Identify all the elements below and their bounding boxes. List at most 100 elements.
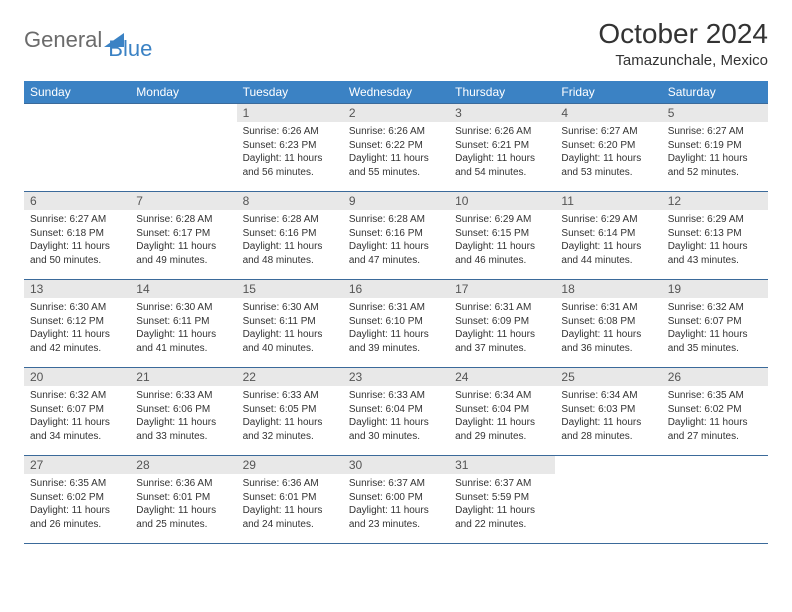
sunrise-text: Sunrise: 6:34 AM: [455, 389, 549, 403]
calendar-day-cell: 29Sunrise: 6:36 AMSunset: 6:01 PMDayligh…: [237, 456, 343, 544]
sunset-text: Sunset: 6:01 PM: [136, 491, 230, 505]
calendar-day-cell: 12Sunrise: 6:29 AMSunset: 6:13 PMDayligh…: [662, 192, 768, 280]
day-number: 16: [343, 280, 449, 298]
sunset-text: Sunset: 6:06 PM: [136, 403, 230, 417]
sunrise-text: Sunrise: 6:27 AM: [30, 213, 124, 227]
daylight-text: Daylight: 11 hours and 29 minutes.: [455, 416, 549, 443]
daylight-text: Daylight: 11 hours and 42 minutes.: [30, 328, 124, 355]
sunset-text: Sunset: 6:03 PM: [561, 403, 655, 417]
weekday-header-row: Sunday Monday Tuesday Wednesday Thursday…: [24, 81, 768, 104]
daylight-text: Daylight: 11 hours and 34 minutes.: [30, 416, 124, 443]
day-details: Sunrise: 6:30 AMSunset: 6:11 PMDaylight:…: [237, 298, 343, 358]
day-number: 5: [662, 104, 768, 122]
sunrise-text: Sunrise: 6:36 AM: [136, 477, 230, 491]
calendar-day-cell: [24, 104, 130, 192]
day-details: Sunrise: 6:35 AMSunset: 6:02 PMDaylight:…: [662, 386, 768, 446]
calendar-day-cell: 27Sunrise: 6:35 AMSunset: 6:02 PMDayligh…: [24, 456, 130, 544]
day-details: Sunrise: 6:37 AMSunset: 6:00 PMDaylight:…: [343, 474, 449, 534]
daylight-text: Daylight: 11 hours and 26 minutes.: [30, 504, 124, 531]
day-details: Sunrise: 6:34 AMSunset: 6:03 PMDaylight:…: [555, 386, 661, 446]
calendar-day-cell: 20Sunrise: 6:32 AMSunset: 6:07 PMDayligh…: [24, 368, 130, 456]
sunrise-text: Sunrise: 6:34 AM: [561, 389, 655, 403]
day-details: Sunrise: 6:34 AMSunset: 6:04 PMDaylight:…: [449, 386, 555, 446]
day-details: Sunrise: 6:30 AMSunset: 6:12 PMDaylight:…: [24, 298, 130, 358]
weekday-header: Monday: [130, 81, 236, 104]
sunrise-text: Sunrise: 6:35 AM: [668, 389, 762, 403]
day-number: 14: [130, 280, 236, 298]
logo-text-blue: Blue: [108, 36, 152, 62]
day-number: 15: [237, 280, 343, 298]
sunset-text: Sunset: 5:59 PM: [455, 491, 549, 505]
sunrise-text: Sunrise: 6:35 AM: [30, 477, 124, 491]
daylight-text: Daylight: 11 hours and 32 minutes.: [243, 416, 337, 443]
sunset-text: Sunset: 6:07 PM: [30, 403, 124, 417]
daylight-text: Daylight: 11 hours and 28 minutes.: [561, 416, 655, 443]
sunrise-text: Sunrise: 6:30 AM: [136, 301, 230, 315]
day-details: Sunrise: 6:31 AMSunset: 6:10 PMDaylight:…: [343, 298, 449, 358]
sunrise-text: Sunrise: 6:29 AM: [668, 213, 762, 227]
sunset-text: Sunset: 6:09 PM: [455, 315, 549, 329]
calendar-day-cell: 4Sunrise: 6:27 AMSunset: 6:20 PMDaylight…: [555, 104, 661, 192]
calendar-week-row: 13Sunrise: 6:30 AMSunset: 6:12 PMDayligh…: [24, 280, 768, 368]
sunset-text: Sunset: 6:11 PM: [243, 315, 337, 329]
sunrise-text: Sunrise: 6:37 AM: [455, 477, 549, 491]
day-details: Sunrise: 6:33 AMSunset: 6:04 PMDaylight:…: [343, 386, 449, 446]
day-details: Sunrise: 6:26 AMSunset: 6:23 PMDaylight:…: [237, 122, 343, 182]
day-number: 28: [130, 456, 236, 474]
day-details: Sunrise: 6:29 AMSunset: 6:14 PMDaylight:…: [555, 210, 661, 270]
sunset-text: Sunset: 6:18 PM: [30, 227, 124, 241]
calendar-day-cell: 22Sunrise: 6:33 AMSunset: 6:05 PMDayligh…: [237, 368, 343, 456]
sunset-text: Sunset: 6:04 PM: [455, 403, 549, 417]
day-number: 17: [449, 280, 555, 298]
sunrise-text: Sunrise: 6:29 AM: [455, 213, 549, 227]
sunset-text: Sunset: 6:21 PM: [455, 139, 549, 153]
daylight-text: Daylight: 11 hours and 22 minutes.: [455, 504, 549, 531]
sunrise-text: Sunrise: 6:27 AM: [668, 125, 762, 139]
weekday-header: Thursday: [449, 81, 555, 104]
daylight-text: Daylight: 11 hours and 54 minutes.: [455, 152, 549, 179]
sunrise-text: Sunrise: 6:28 AM: [136, 213, 230, 227]
sunrise-text: Sunrise: 6:28 AM: [349, 213, 443, 227]
daylight-text: Daylight: 11 hours and 43 minutes.: [668, 240, 762, 267]
day-number: 12: [662, 192, 768, 210]
daylight-text: Daylight: 11 hours and 30 minutes.: [349, 416, 443, 443]
sunset-text: Sunset: 6:12 PM: [30, 315, 124, 329]
day-number: 20: [24, 368, 130, 386]
day-details: Sunrise: 6:27 AMSunset: 6:19 PMDaylight:…: [662, 122, 768, 182]
day-number: 29: [237, 456, 343, 474]
day-details: Sunrise: 6:29 AMSunset: 6:15 PMDaylight:…: [449, 210, 555, 270]
daylight-text: Daylight: 11 hours and 40 minutes.: [243, 328, 337, 355]
calendar-day-cell: 26Sunrise: 6:35 AMSunset: 6:02 PMDayligh…: [662, 368, 768, 456]
sunset-text: Sunset: 6:22 PM: [349, 139, 443, 153]
weekday-header: Wednesday: [343, 81, 449, 104]
sunset-text: Sunset: 6:20 PM: [561, 139, 655, 153]
calendar-day-cell: 15Sunrise: 6:30 AMSunset: 6:11 PMDayligh…: [237, 280, 343, 368]
calendar-week-row: 27Sunrise: 6:35 AMSunset: 6:02 PMDayligh…: [24, 456, 768, 544]
calendar-day-cell: 11Sunrise: 6:29 AMSunset: 6:14 PMDayligh…: [555, 192, 661, 280]
daylight-text: Daylight: 11 hours and 50 minutes.: [30, 240, 124, 267]
calendar-day-cell: 24Sunrise: 6:34 AMSunset: 6:04 PMDayligh…: [449, 368, 555, 456]
day-number: 24: [449, 368, 555, 386]
daylight-text: Daylight: 11 hours and 41 minutes.: [136, 328, 230, 355]
day-details: Sunrise: 6:37 AMSunset: 5:59 PMDaylight:…: [449, 474, 555, 534]
sunset-text: Sunset: 6:14 PM: [561, 227, 655, 241]
sunrise-text: Sunrise: 6:30 AM: [243, 301, 337, 315]
day-number: 11: [555, 192, 661, 210]
calendar-day-cell: 16Sunrise: 6:31 AMSunset: 6:10 PMDayligh…: [343, 280, 449, 368]
daylight-text: Daylight: 11 hours and 24 minutes.: [243, 504, 337, 531]
calendar-day-cell: 6Sunrise: 6:27 AMSunset: 6:18 PMDaylight…: [24, 192, 130, 280]
sunrise-text: Sunrise: 6:37 AM: [349, 477, 443, 491]
sunset-text: Sunset: 6:08 PM: [561, 315, 655, 329]
day-number: 26: [662, 368, 768, 386]
day-details: Sunrise: 6:36 AMSunset: 6:01 PMDaylight:…: [130, 474, 236, 534]
day-details: Sunrise: 6:33 AMSunset: 6:05 PMDaylight:…: [237, 386, 343, 446]
calendar-day-cell: 31Sunrise: 6:37 AMSunset: 5:59 PMDayligh…: [449, 456, 555, 544]
logo-text-general: General: [24, 27, 102, 53]
sunset-text: Sunset: 6:02 PM: [30, 491, 124, 505]
day-details: Sunrise: 6:26 AMSunset: 6:21 PMDaylight:…: [449, 122, 555, 182]
page-header: General Blue October 2024 Tamazunchale, …: [24, 18, 768, 69]
day-details: Sunrise: 6:28 AMSunset: 6:16 PMDaylight:…: [343, 210, 449, 270]
sunrise-text: Sunrise: 6:27 AM: [561, 125, 655, 139]
calendar-day-cell: 19Sunrise: 6:32 AMSunset: 6:07 PMDayligh…: [662, 280, 768, 368]
sunrise-text: Sunrise: 6:31 AM: [561, 301, 655, 315]
